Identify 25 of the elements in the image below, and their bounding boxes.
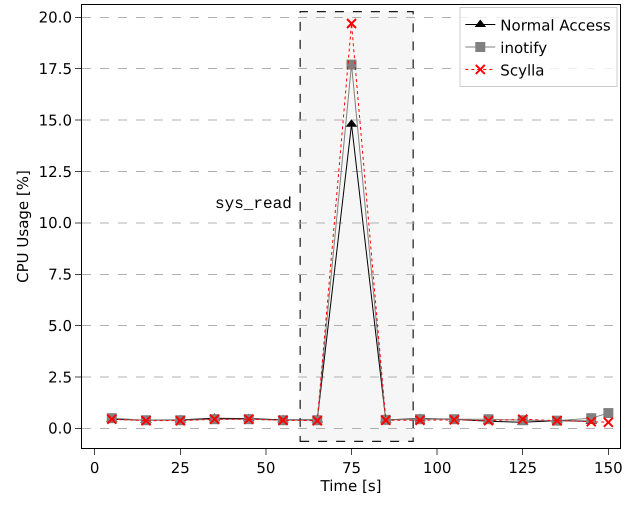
- x-tick-label: 150: [594, 459, 623, 477]
- x-tick-label: 50: [256, 459, 276, 477]
- y-tick-label: 10.0: [38, 214, 72, 232]
- y-tick-label: 17.5: [38, 60, 72, 78]
- y-tick-label: 7.5: [48, 266, 72, 284]
- point: [346, 18, 358, 29]
- point: [602, 416, 614, 428]
- y-tick-label: 5.0: [48, 316, 72, 335]
- y-tick-label: 2.5: [48, 368, 72, 386]
- legend-label: inotify: [500, 38, 548, 57]
- x-axis-title: Time [s]: [320, 477, 382, 495]
- y-tick-label: 15.0: [38, 111, 72, 130]
- legend-label: Normal Access: [500, 16, 611, 34]
- point: [603, 408, 614, 418]
- y-tick-label: 12.5: [38, 162, 72, 181]
- x-tick-label: 100: [422, 459, 452, 477]
- y-tick-label: 20.0: [38, 8, 72, 27]
- x-tick-label: 25: [170, 459, 190, 477]
- y-tick-label: 0.0: [48, 420, 72, 438]
- x-tick-label: 125: [508, 459, 538, 477]
- legend-label: Scylla: [500, 61, 544, 80]
- y-axis-title: CPU Usage [%]: [14, 170, 32, 283]
- x-tick-label: 0: [90, 459, 100, 477]
- band-label: sys_read: [215, 195, 292, 213]
- x-tick-label: 75: [342, 459, 362, 477]
